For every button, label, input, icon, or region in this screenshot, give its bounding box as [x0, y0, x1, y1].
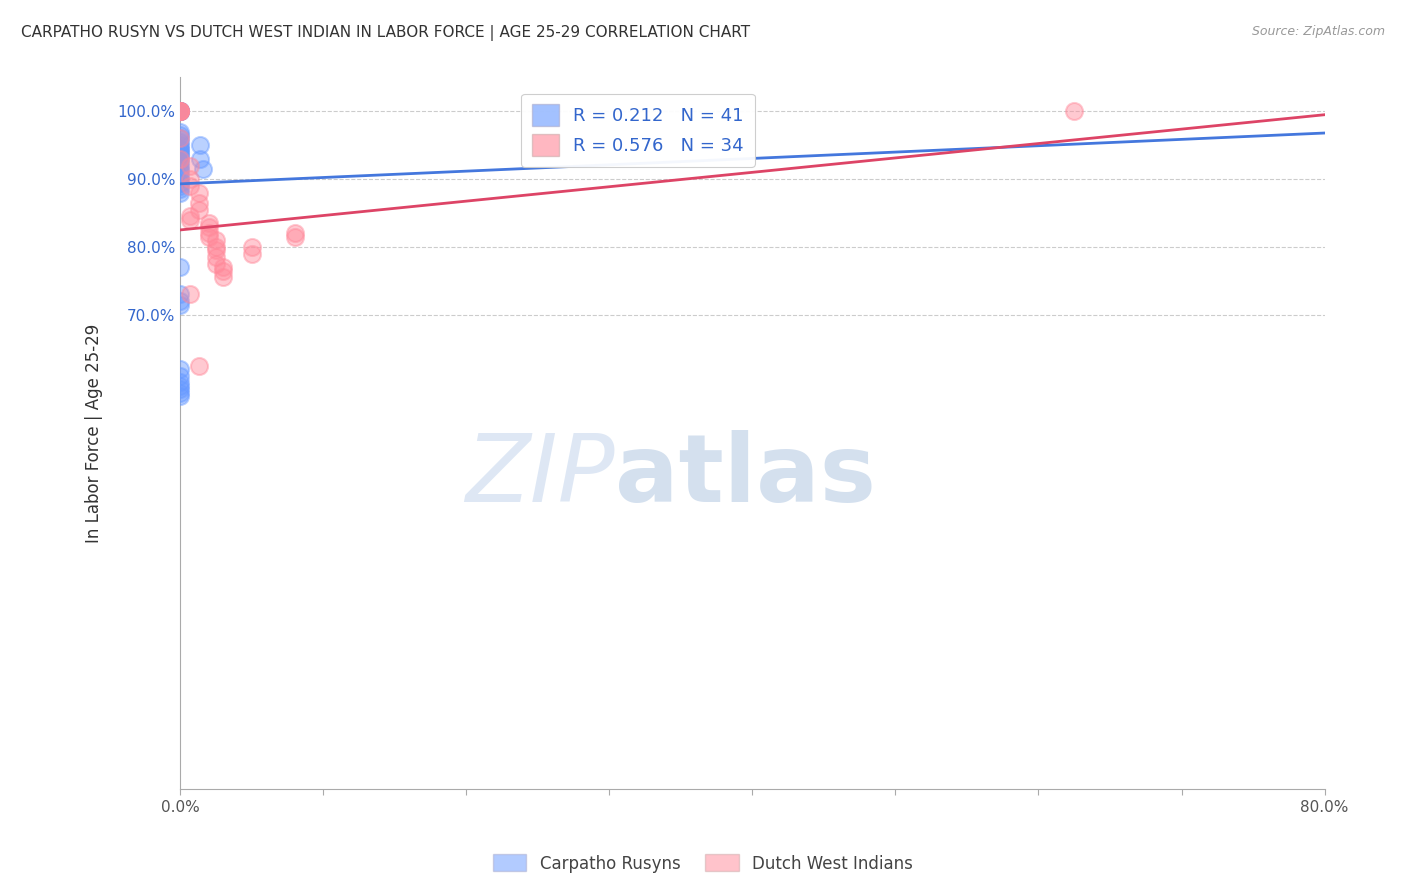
Point	[240, 246, 263, 260]
Point	[212, 263, 235, 277]
Point	[169, 104, 191, 119]
Point	[212, 270, 235, 285]
Point	[169, 131, 191, 145]
Point	[169, 176, 191, 190]
Point	[169, 148, 191, 162]
Point	[204, 244, 226, 258]
Point	[191, 161, 214, 176]
Point	[169, 368, 191, 383]
Point	[169, 186, 191, 200]
Point	[169, 385, 191, 400]
Legend: R = 0.212   N = 41, R = 0.576   N = 34: R = 0.212 N = 41, R = 0.576 N = 34	[522, 94, 755, 167]
Text: ZIP: ZIP	[465, 431, 614, 522]
Point	[169, 287, 191, 301]
Point	[204, 233, 226, 247]
Point	[169, 159, 191, 173]
Point	[169, 125, 191, 139]
Point	[169, 182, 191, 196]
Point	[169, 104, 191, 119]
Point	[169, 104, 191, 119]
Point	[169, 152, 191, 166]
Point	[188, 152, 211, 166]
Point	[169, 142, 191, 156]
Point	[169, 128, 191, 142]
Point	[179, 178, 201, 193]
Point	[169, 104, 191, 119]
Point	[204, 240, 226, 254]
Point	[169, 131, 191, 145]
Point	[169, 176, 191, 190]
Point	[169, 155, 191, 169]
Point	[169, 104, 191, 119]
Text: Source: ZipAtlas.com: Source: ZipAtlas.com	[1251, 25, 1385, 38]
Point	[169, 152, 191, 166]
Point	[169, 169, 191, 183]
Point	[187, 186, 209, 200]
Point	[179, 212, 201, 227]
Point	[179, 172, 201, 186]
Point	[204, 257, 226, 271]
Point	[169, 294, 191, 309]
Point	[169, 104, 191, 119]
Point	[169, 165, 191, 179]
Text: CARPATHO RUSYN VS DUTCH WEST INDIAN IN LABOR FORCE | AGE 25-29 CORRELATION CHART: CARPATHO RUSYN VS DUTCH WEST INDIAN IN L…	[21, 25, 751, 41]
Point	[187, 202, 209, 217]
Point	[212, 260, 235, 275]
Point	[169, 382, 191, 396]
Point	[169, 145, 191, 159]
Point	[197, 227, 219, 241]
Point	[240, 240, 263, 254]
Point	[169, 260, 191, 275]
Point	[169, 362, 191, 376]
Point	[169, 379, 191, 393]
Legend: Carpatho Rusyns, Dutch West Indians: Carpatho Rusyns, Dutch West Indians	[486, 847, 920, 880]
Point	[169, 178, 191, 193]
Point	[187, 359, 209, 373]
Point	[179, 210, 201, 224]
Point	[169, 104, 191, 119]
Point	[169, 138, 191, 153]
Point	[188, 138, 211, 153]
Point	[169, 148, 191, 162]
Point	[197, 229, 219, 244]
Point	[179, 159, 201, 173]
Point	[187, 195, 209, 210]
Point	[169, 389, 191, 403]
Point	[169, 135, 191, 149]
Point	[1063, 104, 1085, 119]
Point	[169, 376, 191, 390]
Y-axis label: In Labor Force | Age 25-29: In Labor Force | Age 25-29	[86, 324, 103, 543]
Point	[197, 219, 219, 234]
Text: atlas: atlas	[614, 430, 876, 522]
Point	[179, 287, 201, 301]
Point	[169, 104, 191, 119]
Point	[169, 142, 191, 156]
Point	[169, 104, 191, 119]
Point	[197, 216, 219, 230]
Point	[169, 161, 191, 176]
Point	[283, 227, 305, 241]
Point	[204, 250, 226, 264]
Point	[283, 229, 305, 244]
Point	[169, 297, 191, 311]
Point	[169, 104, 191, 119]
Point	[169, 172, 191, 186]
